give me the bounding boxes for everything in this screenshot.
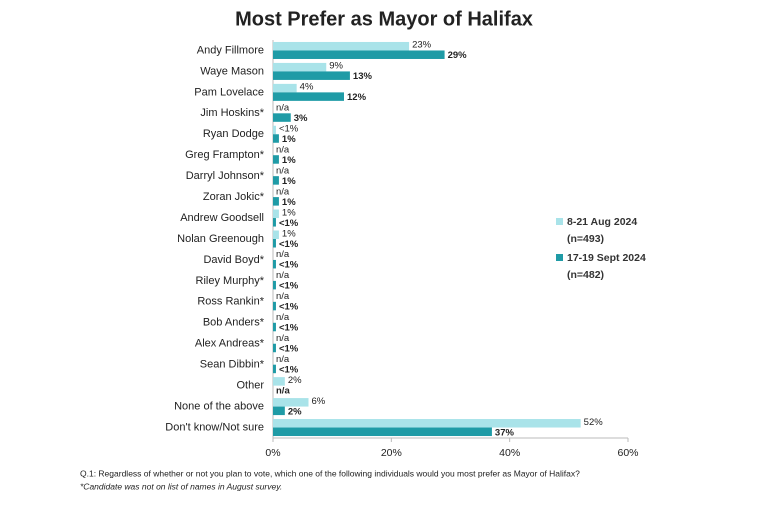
legend-sample: (n=493) <box>567 233 604 245</box>
category-label: Pam Lovelace <box>194 86 264 98</box>
bar <box>273 41 410 51</box>
category-label: Ryan Dodge <box>203 128 264 140</box>
value-label: n/a <box>276 385 290 396</box>
value-label: <1% <box>279 302 299 313</box>
bar <box>273 239 276 248</box>
value-label: <1% <box>279 260 299 271</box>
category-label: Bob Anders* <box>203 317 265 329</box>
bar <box>273 50 445 59</box>
bar <box>273 280 276 290</box>
value-label: n/a <box>276 291 290 302</box>
value-label: <1% <box>279 344 299 355</box>
bar <box>273 155 279 164</box>
bar <box>273 62 327 72</box>
category-label: Sean Dibbin* <box>200 359 265 371</box>
value-label: 29% <box>448 50 468 61</box>
category-label: Other <box>236 380 264 392</box>
bar <box>273 125 276 135</box>
legend-label: 17-19 Sept 2024 <box>567 252 646 264</box>
bar <box>273 427 492 437</box>
value-label: 37% <box>495 427 515 438</box>
bar <box>273 134 279 143</box>
value-label: <1% <box>279 218 299 229</box>
x-tick-label: 0% <box>265 447 280 459</box>
category-label: Riley Murphy* <box>196 275 265 287</box>
bar <box>273 322 276 332</box>
value-label: 23% <box>412 40 432 51</box>
value-label: n/a <box>276 103 290 114</box>
bar <box>273 113 291 122</box>
bar <box>273 364 276 374</box>
bar <box>273 209 279 219</box>
value-label: 1% <box>282 197 296 208</box>
bar <box>273 230 279 239</box>
bar <box>273 92 344 101</box>
value-label: n/a <box>276 165 290 176</box>
value-label: 1% <box>282 228 296 239</box>
value-label: 52% <box>584 417 604 428</box>
value-label: 1% <box>282 207 296 218</box>
value-label: 4% <box>300 82 314 93</box>
bar <box>273 83 297 93</box>
bar <box>273 176 279 185</box>
value-label: n/a <box>276 144 290 155</box>
bar <box>273 71 350 80</box>
legend-sample: (n=482) <box>567 269 604 281</box>
value-label: <1% <box>279 239 299 250</box>
category-label: Andy Fillmore <box>197 44 264 56</box>
category-label: Jim Hoskins* <box>200 107 264 119</box>
category-label: Alex Andreas* <box>195 338 265 350</box>
bar <box>273 419 581 428</box>
bar <box>273 197 279 206</box>
category-label: Ross Rankin* <box>197 296 264 308</box>
value-label: <1% <box>279 323 299 334</box>
x-tick-label: 40% <box>499 447 520 459</box>
value-label: 2% <box>288 375 302 386</box>
category-label: Waye Mason <box>200 65 264 77</box>
value-label: 2% <box>288 406 302 417</box>
value-label: 6% <box>312 396 326 407</box>
bar <box>273 377 285 386</box>
value-label: 1% <box>282 134 296 145</box>
category-label: Greg Frampton* <box>185 149 265 161</box>
value-label: n/a <box>276 333 290 344</box>
footnote: *Candidate was not on list of names in A… <box>80 481 282 491</box>
category-label: Nolan Greenough <box>177 233 264 245</box>
value-label: n/a <box>276 354 290 365</box>
value-label: n/a <box>276 249 290 260</box>
category-label: David Boyd* <box>203 254 264 266</box>
category-label: Andrew Goodsell <box>180 212 264 224</box>
legend-swatch <box>556 218 563 225</box>
category-label: Zoran Jokic* <box>203 191 265 203</box>
category-label: None of the above <box>174 400 264 412</box>
legend-swatch <box>556 254 563 261</box>
bar <box>273 406 285 416</box>
bar <box>273 218 276 227</box>
value-label: 13% <box>353 71 373 82</box>
value-label: n/a <box>276 186 290 197</box>
value-label: 3% <box>294 113 308 124</box>
bar <box>273 259 276 269</box>
x-tick-label: 60% <box>617 447 638 459</box>
value-label: n/a <box>276 270 290 281</box>
value-label: <1% <box>279 281 299 292</box>
category-label: Darryl Johnson* <box>186 170 265 182</box>
chart-title: Most Prefer as Mayor of Halifax <box>235 8 533 30</box>
value-label: 1% <box>282 155 296 166</box>
value-label: <1% <box>279 364 299 375</box>
value-label: 1% <box>282 176 296 187</box>
x-tick-label: 20% <box>381 447 402 459</box>
value-label: <1% <box>279 124 299 135</box>
legend-label: 8-21 Aug 2024 <box>567 216 637 228</box>
value-label: n/a <box>276 312 290 323</box>
value-label: 12% <box>347 92 367 103</box>
category-label: Don't know/Not sure <box>165 421 264 433</box>
bar <box>273 343 276 353</box>
footnote: Q.1: Regardless of whether or not you pl… <box>80 468 580 478</box>
value-label: 9% <box>329 61 343 72</box>
bar <box>273 398 309 407</box>
bar <box>273 301 276 311</box>
